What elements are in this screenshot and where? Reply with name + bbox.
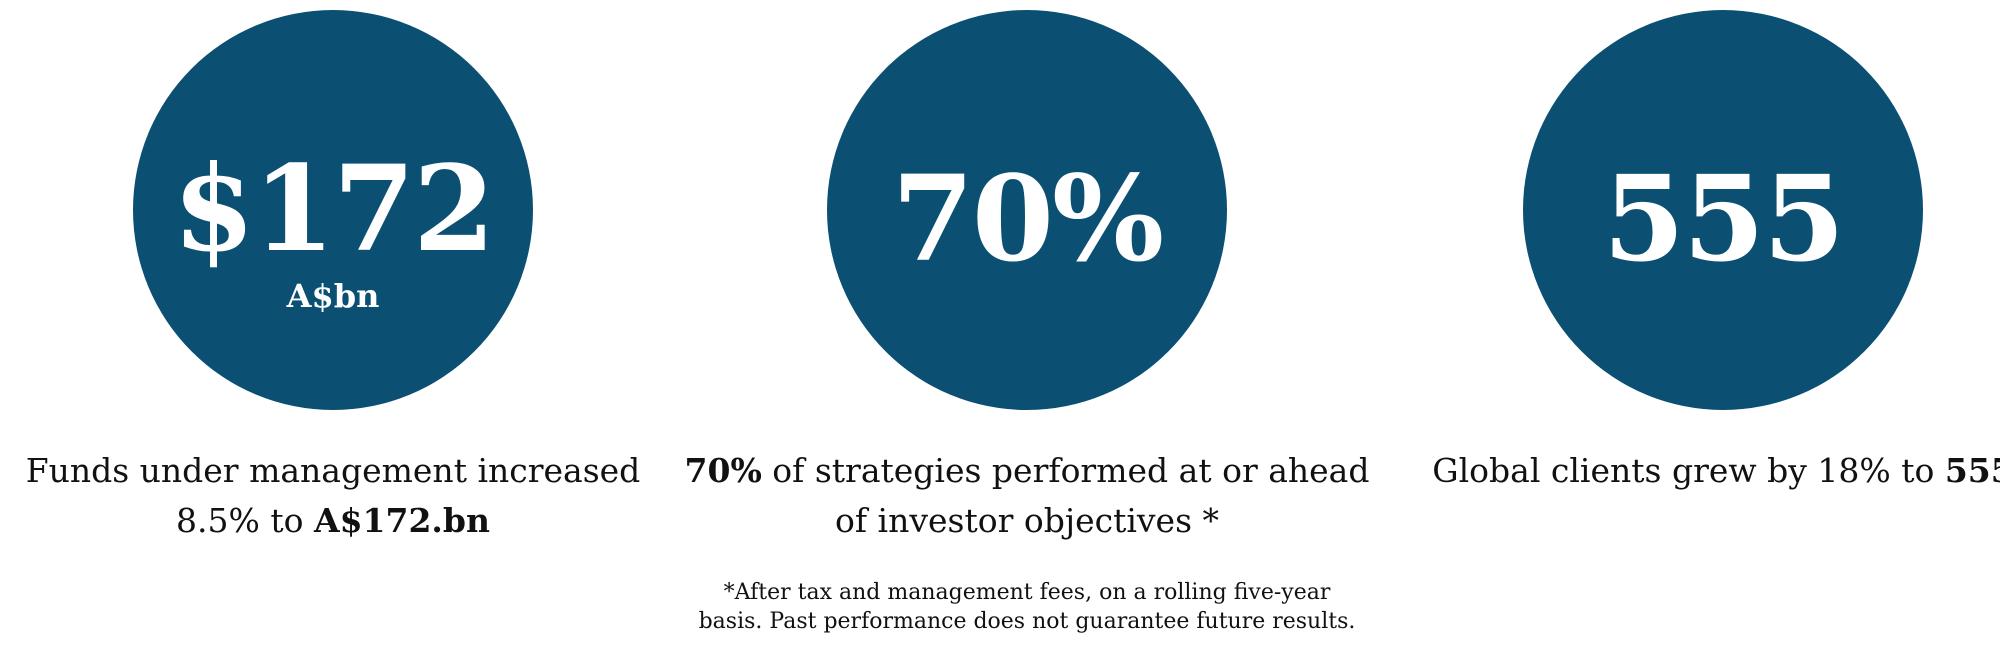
funds-caption-line2: 8.5% to A$172.bn bbox=[0, 496, 683, 546]
funds-circle: $172 A$bn bbox=[133, 10, 533, 410]
strategies-footnote: *After tax and management fees, on a rol… bbox=[677, 578, 1377, 636]
footnote-line1: *After tax and management fees, on a rol… bbox=[723, 580, 1331, 605]
funds-caption-line1: Funds under management increased bbox=[25, 451, 641, 490]
clients-caption-prefix: Global clients grew by 18% to bbox=[1432, 451, 1945, 490]
strategies-caption-rest: of strategies performed at or ahead bbox=[761, 451, 1370, 490]
clients-caption-line1: Global clients grew by 18% to 555 bbox=[1373, 446, 2000, 496]
funds-caption: Funds under management increased 8.5% to… bbox=[0, 446, 683, 546]
strategies-caption-line2: of investor objectives * bbox=[834, 501, 1220, 540]
funds-caption-prefix: 8.5% to bbox=[176, 501, 314, 540]
clients-value: 555 bbox=[1602, 149, 1845, 288]
footnote-line2: basis. Past performance does not guarant… bbox=[698, 609, 1356, 634]
clients-caption: Global clients grew by 18% to 555 bbox=[1373, 446, 2000, 496]
strategies-caption-line1: 70% of strategies performed at or ahead bbox=[677, 446, 1377, 496]
strategies-caption: 70% of strategies performed at or ahead … bbox=[677, 446, 1377, 546]
clients-caption-count: 555 bbox=[1944, 451, 2000, 490]
funds-caption-amount: A$172.bn bbox=[313, 501, 490, 540]
strategies-caption-percent: 70% bbox=[684, 451, 762, 490]
strategies-circle: 70% bbox=[827, 10, 1227, 410]
strategies-value: 70% bbox=[891, 149, 1164, 288]
funds-unit: A$bn bbox=[286, 277, 380, 315]
clients-circle: 555 bbox=[1523, 10, 1923, 410]
funds-value: $172 bbox=[172, 139, 495, 278]
